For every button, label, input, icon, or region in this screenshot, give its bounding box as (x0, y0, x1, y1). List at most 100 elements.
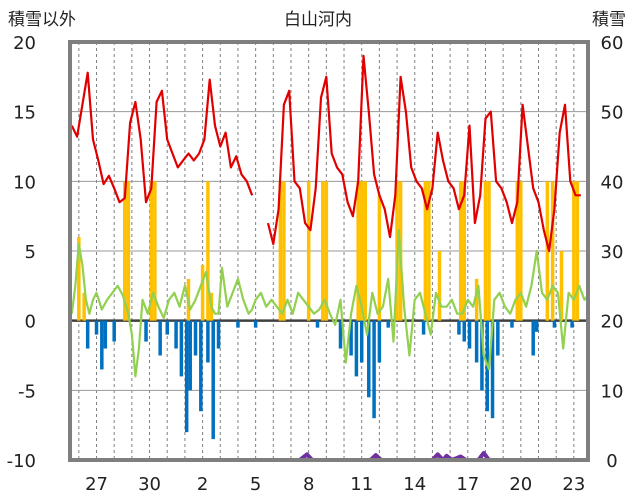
blue-bars-bar (211, 320, 215, 440)
right-tick-label: 10 (601, 381, 624, 402)
plot-frame (68, 40, 590, 462)
blue-bars-bar (570, 320, 574, 328)
left-tick-label: -10 (7, 451, 36, 472)
orange-bars-bar (474, 278, 479, 321)
blue-bars-bar (216, 320, 221, 349)
left-tick-label: -5 (18, 381, 36, 402)
orange-bars-bar (427, 181, 431, 321)
blue-bars-bar (349, 320, 353, 356)
blue-bars-bar (474, 320, 479, 363)
orange-bars-bar (545, 181, 550, 321)
red-series-line (70, 54, 581, 253)
orange-bars-bar (149, 181, 154, 321)
right-tick-label: 60 (601, 33, 624, 54)
orange-bars-bar (483, 181, 488, 321)
blue-bars-bar (236, 320, 240, 328)
orange-bars-bar (282, 181, 286, 321)
blue-bars-bar (534, 320, 539, 332)
blue-bars-bar (206, 320, 210, 363)
blue-bars-bar (174, 320, 178, 349)
x-tick-label: 11 (350, 474, 373, 495)
blue-bars-bar (372, 320, 376, 419)
orange-bars-bar (363, 181, 367, 321)
blue-bars-bar (496, 320, 500, 356)
blue-bars-bar (144, 320, 148, 342)
orange-bars-bar (559, 251, 564, 321)
right-tick-label: 30 (601, 242, 624, 263)
x-tick-label: 30 (138, 474, 161, 495)
blue-bars-bar (338, 320, 343, 349)
orange-bars-bar (200, 264, 205, 321)
left-tick-label: 20 (13, 33, 36, 54)
blue-bars-bar (462, 320, 466, 342)
blue-bars-bar (457, 320, 461, 335)
orange-bars-bar (377, 195, 382, 321)
blue-bars-bar (531, 320, 535, 356)
x-tick-label: 27 (85, 474, 108, 495)
orange-bars-bar (206, 181, 210, 321)
left-tick-label: 15 (13, 103, 36, 124)
blue-bars-bar (510, 320, 514, 328)
blue-bars-bar (367, 320, 371, 398)
orange-bars-bar (458, 181, 463, 321)
blue-bars-bar (85, 320, 90, 349)
blue-bars-bar (377, 320, 382, 363)
right-tick-labels: 0 10 20 30 40 50 60 (601, 33, 624, 472)
chart-title: 白山河内 (284, 10, 352, 30)
blue-bars-bar (421, 320, 426, 335)
orange-bars-bar (126, 181, 131, 321)
orange-bars-bar (359, 181, 364, 321)
orange-bars-bar (321, 181, 325, 321)
left-tick-labels: -10 -5 0 5 10 15 20 (7, 33, 36, 472)
orange-bars-bar (356, 181, 360, 321)
orange-bars-bar (550, 181, 555, 321)
orange-bars-bar (82, 292, 86, 321)
blue-bars-bar (94, 320, 99, 335)
right-tick-label: 50 (601, 103, 624, 124)
blue-bars-bar (467, 320, 472, 349)
orange-bars-bar (462, 181, 466, 321)
x-tick-label: 2 (197, 474, 208, 495)
blue-bars-bar (179, 320, 184, 377)
orange-bars-bar (572, 181, 576, 321)
blue-bars-bar (199, 320, 203, 412)
left-tick-label: 0 (25, 312, 36, 333)
right-tick-label: 20 (601, 312, 624, 333)
left-tick-label: 5 (25, 242, 36, 263)
orange-bars-bar (515, 181, 520, 321)
blue-bars-bar (112, 320, 116, 342)
orange-bars-bar (77, 237, 81, 321)
orange-bars-bar (437, 251, 442, 321)
blue-bars-bar (184, 320, 189, 433)
x-tick-label: 14 (403, 474, 426, 495)
blue-bars-bar (253, 320, 258, 328)
blue-bars-bar (386, 320, 390, 328)
left-axis-title: 積雪以外 (8, 10, 76, 30)
orange-bars-bar (324, 181, 329, 321)
orange-bars-bar (278, 181, 283, 321)
blue-bars-bar (193, 320, 198, 356)
x-tick-label: 20 (509, 474, 532, 495)
bar-series (77, 181, 580, 440)
blue-bars-bar (315, 320, 320, 328)
blue-bars-bar (103, 320, 108, 349)
x-tick-label: 23 (562, 474, 585, 495)
left-tick-label: 10 (13, 172, 36, 193)
blue-bars-bar (158, 320, 162, 356)
blue-bars-bar (100, 320, 104, 370)
blue-bars-bar (552, 320, 557, 328)
x-tick-labels: 27 30 2 5 8 11 14 17 20 23 (85, 474, 585, 495)
x-tick-label: 17 (456, 474, 479, 495)
orange-bars-bar (306, 181, 311, 321)
blue-bars-bar (490, 320, 495, 419)
orange-bars-bar (153, 181, 157, 321)
blue-bars-bar (188, 320, 192, 391)
blue-bars-bar (359, 320, 364, 363)
orange-bars-bar (575, 181, 580, 321)
x-tick-label: 8 (303, 474, 314, 495)
blue-bars-bar (480, 320, 484, 391)
blue-bars-bar (354, 320, 359, 377)
orange-bars-bar (519, 181, 523, 321)
right-tick-label: 0 (606, 451, 617, 472)
